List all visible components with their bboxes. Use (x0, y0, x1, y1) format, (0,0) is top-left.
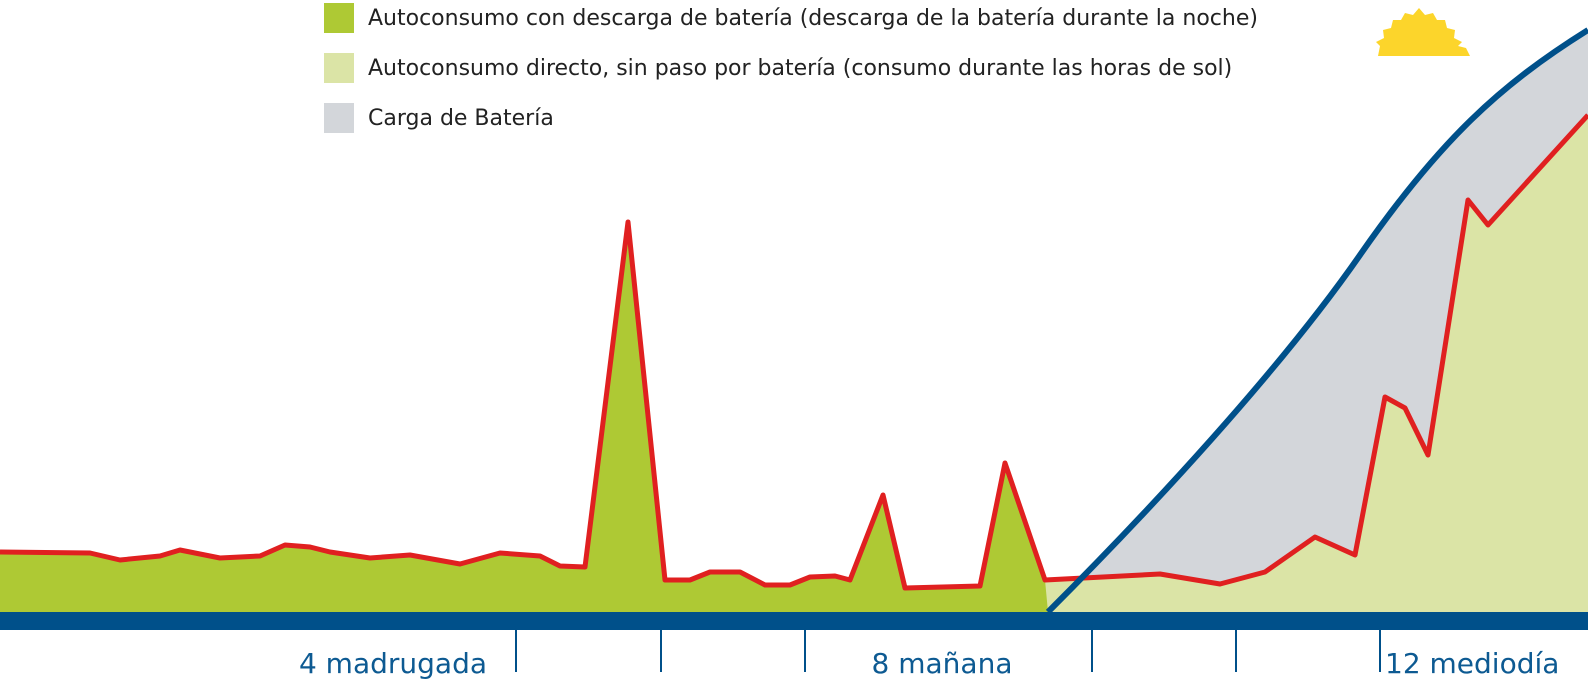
axis-label: 4 madrugada (299, 647, 487, 680)
axis-label: 8 mañana (872, 647, 1013, 680)
tick-marks (515, 630, 1381, 672)
time-axis (0, 612, 1588, 630)
sun-icon (1376, 8, 1470, 56)
battery-discharge-area (0, 222, 1048, 612)
production-line (1045, 27, 1588, 615)
direct-consumption-area (1040, 115, 1588, 612)
legend-label: Autoconsumo directo, sin paso por baterí… (368, 56, 1232, 81)
legend-swatch (324, 3, 354, 33)
legend-swatch (324, 53, 354, 83)
legend-label: Autoconsumo con descarga de batería (des… (368, 6, 1258, 31)
axis-label: 12 mediodía (1385, 647, 1559, 680)
legend-label: Carga de Batería (368, 106, 554, 131)
legend-swatch (324, 103, 354, 133)
consumption-line (0, 113, 1588, 591)
